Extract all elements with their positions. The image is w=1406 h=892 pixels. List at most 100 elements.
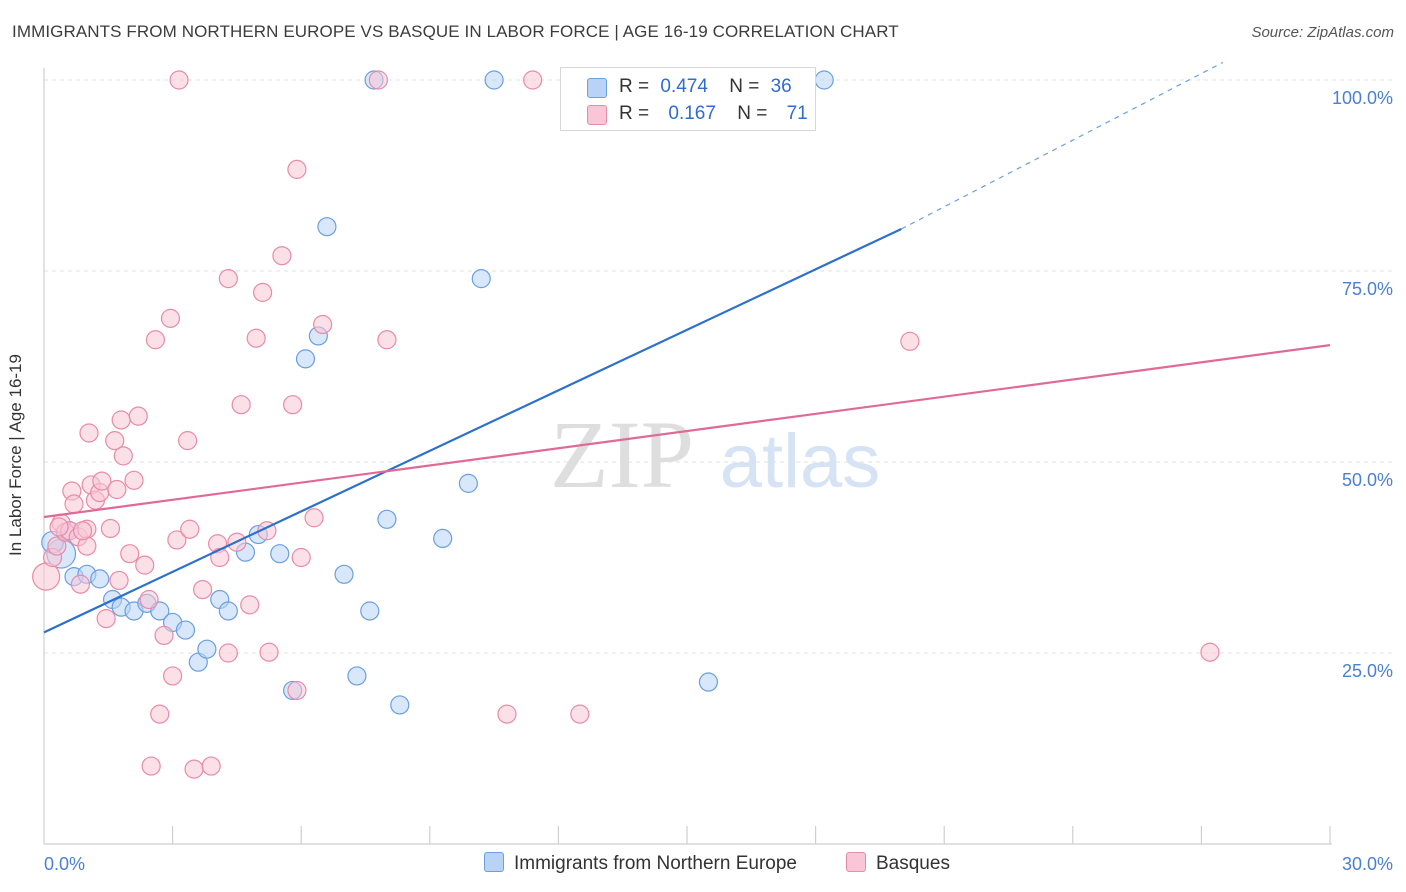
point-basques-60 — [368, 70, 388, 90]
bottom-legend-label-immigrants: Immigrants from Northern Europe — [514, 853, 797, 874]
point-basques-0 — [32, 562, 61, 591]
point-basques-23 — [113, 446, 133, 466]
point-basques-70 — [72, 521, 93, 541]
points-layer — [32, 70, 1220, 779]
point-basques-9 — [70, 574, 91, 594]
point-basques-22 — [111, 410, 131, 430]
source-credit: Source: ZipAtlas.com — [1251, 24, 1394, 41]
bottom-legend-immigrants[interactable]: Immigrants from Northern Europe — [484, 852, 797, 875]
point-basques-44 — [218, 269, 238, 289]
point-basques-57 — [291, 547, 311, 568]
point-basques-26 — [128, 406, 148, 426]
point-basques-18 — [100, 518, 121, 539]
axis-layer — [43, 68, 1332, 845]
trendline-basques — [43, 344, 1331, 519]
point-immigrants-18 — [270, 544, 290, 564]
y-tick-label-50: 50.0% — [1342, 470, 1393, 490]
point-basques-19 — [105, 431, 125, 451]
point-basques-29 — [141, 756, 161, 776]
point-basques-32 — [154, 625, 174, 646]
point-basques-64 — [570, 704, 590, 724]
point-basques-63 — [523, 70, 543, 90]
point-immigrants-15 — [218, 601, 238, 621]
legend-r-value: 0.474 — [660, 76, 708, 97]
point-basques-56 — [287, 680, 307, 701]
point-basques-49 — [246, 328, 266, 348]
point-basques-45 — [218, 643, 238, 663]
point-basques-52 — [259, 642, 279, 662]
point-basques-27 — [135, 555, 155, 575]
point-basques-58 — [304, 508, 324, 528]
point-immigrants-30 — [458, 473, 478, 493]
point-basques-30 — [145, 330, 166, 350]
point-basques-21 — [109, 570, 129, 591]
point-basques-43 — [210, 547, 230, 568]
legend-r-label: R = — [619, 76, 650, 97]
point-basques-61 — [377, 330, 397, 350]
chart-title: IMMIGRANTS FROM NORTHERN EUROPE VS BASQU… — [12, 22, 899, 41]
point-immigrants-22 — [317, 217, 337, 237]
point-basques-33 — [160, 308, 181, 328]
point-immigrants-28 — [390, 695, 410, 715]
point-basques-31 — [150, 704, 170, 724]
watermark-atlas: atlas — [720, 419, 881, 504]
legend-n-value: 71 — [786, 103, 808, 124]
trendline-immigrants-extension — [901, 61, 1224, 230]
point-basques-41 — [201, 756, 221, 776]
point-immigrants-4 — [90, 569, 110, 589]
legend-swatch-pink — [587, 105, 607, 125]
trend-layer — [43, 61, 1331, 634]
point-immigrants-23 — [334, 564, 354, 584]
y-tick-label-75: 75.0% — [1342, 279, 1393, 299]
grid-layer — [44, 79, 1392, 654]
x-tick-label-30: 30.0% — [1342, 854, 1393, 874]
point-basques-17 — [96, 609, 116, 629]
point-immigrants-29 — [433, 528, 453, 549]
legend-r-label: R = — [619, 103, 650, 124]
legend-text-immigrants: R = 0.474 N = 36 — [619, 76, 792, 98]
point-basques-24 — [120, 544, 140, 564]
point-basques-67 — [900, 331, 920, 351]
point-basques-69 — [49, 517, 69, 537]
point-basques-34 — [163, 666, 183, 686]
point-basques-62 — [497, 704, 517, 724]
point-basques-50 — [253, 282, 273, 302]
point-basques-35 — [167, 530, 187, 550]
y-axis-label: In Labor Force | Age 16-19 — [6, 354, 25, 556]
point-basques-12 — [79, 423, 99, 443]
legend-text-basques: R = 0.167 N = 71 — [619, 103, 808, 125]
point-basques-25 — [124, 470, 144, 490]
point-immigrants-31 — [471, 269, 491, 289]
watermark: ZIP atlas — [550, 401, 880, 508]
point-immigrants-24 — [347, 666, 367, 686]
point-basques-53 — [272, 246, 292, 266]
trendline-immigrants — [43, 227, 902, 634]
watermark-zip: ZIP — [550, 401, 694, 508]
point-basques-68 — [1200, 642, 1220, 662]
point-basques-55 — [287, 159, 307, 179]
y-tick-label-100: 100.0% — [1332, 88, 1393, 108]
point-immigrants-34 — [814, 70, 834, 90]
point-immigrants-11 — [175, 620, 196, 640]
legend-box: R = 0.474 N = 36 R = 0.167 N = 71 — [560, 67, 816, 131]
point-basques-37 — [178, 431, 198, 451]
point-basques-48 — [240, 595, 260, 615]
point-immigrants-20 — [295, 349, 316, 369]
point-immigrants-27 — [377, 509, 397, 529]
point-immigrants-13 — [197, 639, 217, 659]
point-basques-2 — [47, 536, 67, 556]
point-basques-36 — [169, 70, 189, 90]
bottom-legend-label-basques: Basques — [876, 853, 950, 874]
legend-n-label: N = — [729, 76, 760, 97]
x-tick-label-0: 0.0% — [44, 854, 85, 874]
point-basques-7 — [64, 494, 84, 514]
point-immigrants-33 — [698, 672, 719, 692]
point-basques-59 — [313, 314, 333, 335]
legend-swatch-blue — [587, 78, 607, 98]
point-immigrants-25 — [360, 601, 380, 621]
point-immigrants-32 — [484, 70, 504, 90]
point-basques-54 — [283, 395, 303, 415]
bottom-legend-basques[interactable]: Basques — [846, 852, 950, 875]
point-basques-20 — [107, 479, 127, 500]
